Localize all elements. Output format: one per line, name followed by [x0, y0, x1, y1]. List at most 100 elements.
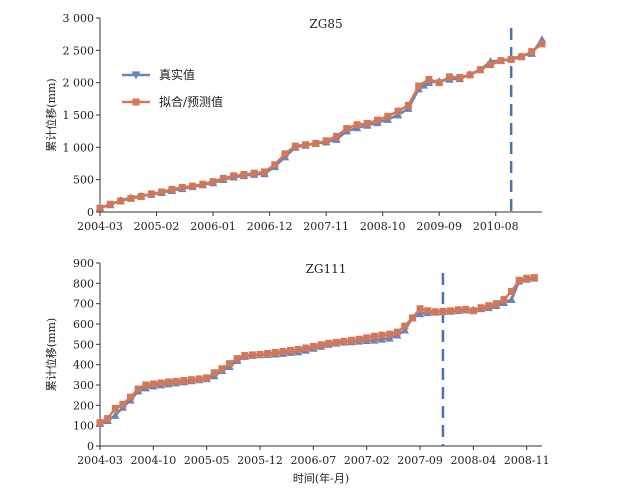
data-point-fitted	[370, 332, 378, 340]
data-point-fitted	[157, 379, 165, 387]
data-point-fitted	[477, 304, 485, 312]
data-point-fitted	[530, 274, 538, 282]
data-point-fitted	[264, 349, 272, 357]
data-point-fitted	[492, 300, 500, 308]
data-point-fitted	[226, 360, 234, 368]
data-point-fitted	[508, 287, 516, 295]
y-tick-label: 1 500	[63, 109, 95, 122]
data-point-actual	[377, 335, 387, 343]
data-point-fitted	[291, 142, 299, 150]
x-tick-label: 2008-04	[451, 454, 497, 467]
series-line-actual	[99, 277, 535, 425]
data-point-fitted	[279, 347, 287, 355]
data-point-fitted	[445, 73, 453, 81]
y-tick-label: 2 000	[63, 77, 95, 90]
x-tick-label: 2010-08	[473, 220, 519, 233]
data-point-actual	[507, 295, 516, 303]
data-point-fitted	[469, 307, 477, 315]
data-point-fitted	[317, 341, 325, 349]
data-point-fitted	[241, 352, 249, 360]
data-point-fitted	[424, 307, 432, 315]
data-point-fitted	[386, 330, 394, 338]
legend-marker	[132, 98, 140, 106]
data-point-fitted	[104, 415, 112, 423]
data-point-fitted	[408, 314, 416, 322]
data-point-fitted	[111, 404, 119, 412]
data-point-fitted	[178, 183, 186, 191]
x-tick-label: 2007-11	[303, 220, 349, 233]
x-tick-label: 2004-03	[77, 220, 123, 233]
data-point-fitted	[523, 274, 531, 282]
data-point-fitted	[117, 197, 125, 205]
y-tick-label: 0	[87, 206, 94, 219]
series-line-fitted	[99, 276, 535, 424]
data-point-fitted	[425, 75, 433, 83]
data-point-fitted	[404, 101, 412, 109]
x-tick-label: 2005-02	[134, 220, 180, 233]
data-point-fitted	[172, 377, 180, 385]
data-point-fitted	[515, 276, 523, 284]
data-point-fitted	[340, 337, 348, 345]
y-tick-label: 2 500	[63, 44, 95, 57]
data-point-fitted	[439, 307, 447, 315]
data-point-fitted	[137, 192, 145, 200]
series-line-actual	[99, 38, 544, 209]
data-point-fitted	[119, 400, 127, 408]
data-point-fitted	[96, 204, 104, 212]
data-point-fitted	[384, 112, 392, 120]
data-point-fitted	[230, 172, 238, 180]
data-point-fitted	[394, 107, 402, 115]
data-point-fitted	[248, 351, 256, 359]
data-point-fitted	[195, 375, 203, 383]
data-point-fitted	[106, 200, 114, 208]
y-axis-label: 累计位移(mm)	[44, 318, 58, 391]
data-point-fitted	[126, 393, 134, 401]
data-point-fitted	[256, 351, 264, 358]
y-tick-label: 600	[73, 318, 94, 331]
y-tick-label: 100	[73, 420, 94, 433]
data-point-fitted	[476, 66, 484, 74]
data-point-fitted	[209, 178, 217, 186]
data-point-actual	[415, 309, 425, 318]
x-tick-label: 2008-10	[360, 220, 406, 233]
data-point-actual	[111, 411, 120, 419]
data-point-actual	[385, 334, 394, 342]
data-point-fitted	[347, 336, 355, 344]
y-tick-label: 700	[73, 298, 94, 311]
data-point-fitted	[233, 355, 241, 363]
data-point-actual	[400, 325, 410, 334]
y-tick-label: 200	[73, 399, 94, 412]
x-tick-label: 2004-10	[130, 454, 176, 467]
x-tick-label: 2009-09	[416, 220, 462, 233]
data-point-fitted	[500, 296, 508, 304]
data-point-fitted	[355, 335, 363, 343]
data-point-fitted	[393, 328, 401, 336]
data-point-fitted	[363, 334, 371, 342]
data-point-fitted	[142, 381, 150, 389]
data-point-fitted	[454, 306, 462, 314]
data-point-fitted	[332, 338, 340, 346]
data-point-fitted	[271, 161, 279, 169]
legend-label: 拟合/预测值	[159, 94, 223, 109]
data-point-fitted	[325, 339, 333, 347]
y-tick-label: 1 000	[63, 141, 95, 154]
data-point-fitted	[294, 345, 302, 353]
y-tick-label: 500	[73, 174, 94, 187]
data-point-fitted	[199, 180, 207, 188]
x-tick-label: 2004-03	[77, 454, 123, 467]
data-point-fitted	[447, 307, 455, 315]
y-tick-label: 400	[73, 359, 94, 372]
data-point-fitted	[466, 71, 474, 79]
chart-title: ZG111	[306, 262, 347, 276]
legend-label: 真实值	[159, 67, 195, 82]
data-point-fitted	[168, 185, 176, 193]
y-tick-label: 3 000	[63, 12, 95, 25]
data-point-actual	[370, 336, 379, 344]
data-point-fitted	[462, 305, 470, 313]
data-point-fitted	[302, 141, 310, 149]
data-point-fitted	[528, 48, 536, 56]
data-point-fitted	[485, 302, 493, 310]
data-point-fitted	[260, 168, 268, 176]
x-tick-label: 2006-07	[291, 454, 337, 467]
